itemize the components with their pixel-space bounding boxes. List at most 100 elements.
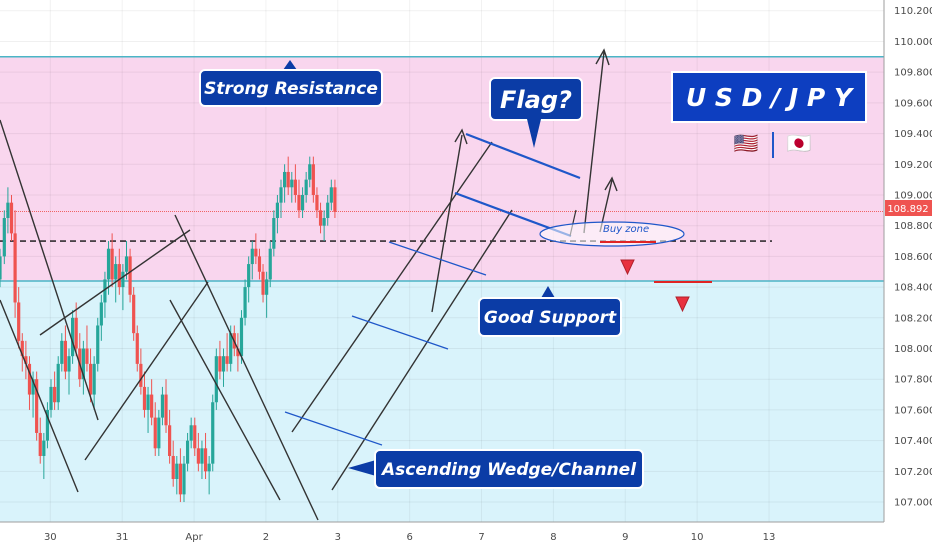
buy-zone-label: Buy zone: [603, 224, 649, 235]
price-tick-12: 107.800: [894, 375, 932, 386]
channel-upper: [291, 141, 493, 433]
price-tick-3: 109.600: [894, 98, 932, 109]
price-tick-13: 107.600: [894, 405, 932, 416]
price-tick-15: 107.200: [894, 467, 932, 478]
callout-strong-resistance: Strong Resistance: [199, 60, 383, 107]
candle-body-86: [308, 164, 312, 180]
candle-body-13: [45, 409, 50, 441]
price-tick-14: 107.400: [894, 436, 932, 447]
title-block: U S D / J P Y 🇺🇸 🇯🇵: [671, 71, 867, 158]
price-tick-5: 109.200: [894, 160, 932, 171]
flag-pole-a: [431, 134, 463, 313]
price-tick-6: 109.000: [894, 190, 932, 201]
candle-body-67: [239, 317, 244, 357]
candle-body-82: [293, 179, 297, 195]
candle-body-27: [96, 325, 100, 364]
callout-good-support: Good Support: [478, 286, 622, 337]
time-tick-6: 7: [478, 532, 484, 543]
candle-body-70: [250, 248, 254, 265]
price-tick-0: 110.200: [894, 6, 932, 17]
target-triangle-1: [620, 259, 635, 276]
trendline-bounce-1: [39, 229, 191, 336]
time-tick-8: 9: [622, 532, 628, 543]
candle-body-23: [81, 348, 85, 380]
price-tick-11: 108.000: [894, 344, 932, 355]
price-tick-16: 107.000: [894, 498, 932, 509]
time-tick-0: 30: [44, 532, 57, 543]
candle-body-4: [13, 233, 17, 303]
candles: [0, 156, 337, 503]
price-tick-4: 109.400: [894, 129, 932, 140]
candle-body-33: [117, 264, 121, 288]
candle-body-17: [60, 340, 64, 364]
candle-body-29: [103, 279, 107, 303]
trendline-left-down-1: [0, 119, 99, 421]
trendline-drop-1: [174, 214, 319, 521]
candle-body-59: [211, 402, 215, 464]
candle-body-26: [92, 363, 96, 395]
candle-body-51: [182, 463, 186, 495]
candle-body-79: [283, 171, 287, 188]
chart-title: U S D / J P Y: [686, 83, 855, 112]
candle-body-87: [311, 164, 315, 195]
candle-body-53: [189, 425, 193, 441]
time-axis: 30 31 Apr 2 3 6 7 8 9 10 13: [0, 521, 932, 550]
callout-strong-resistance-box: [199, 69, 383, 107]
callout-ascending-wedge-pointer: [348, 460, 376, 476]
buy-zone-ellipse: [539, 221, 685, 247]
time-axis-ticks: 30 31 Apr 2 3 6 7 8 9 10 13: [44, 532, 775, 543]
callout-ascending-wedge-box: [374, 449, 644, 489]
callout-good-support-pointer: [541, 286, 555, 298]
candle-body-18: [63, 340, 68, 372]
candle-body-74: [265, 279, 269, 295]
candle-body-19: [67, 356, 71, 372]
candle-body-76: [272, 218, 276, 249]
time-tick-9: 10: [691, 532, 704, 543]
candle-body-9: [31, 379, 35, 395]
candle-body-66: [236, 348, 240, 357]
candle-body-61: [218, 356, 222, 372]
last-price-tag-text: 108.892: [887, 204, 928, 215]
target-triangle-2: [675, 296, 690, 313]
candle-body-89: [318, 210, 323, 226]
drawings: [0, 48, 618, 521]
price-axis-background: [884, 0, 932, 550]
candle-body-46: [164, 394, 168, 426]
callout-ascending-wedge-text: Ascending Wedge/Channel: [380, 460, 637, 480]
candle-body-30: [106, 248, 111, 280]
candle-body-15: [53, 386, 57, 403]
callout-flag: Flag?: [489, 77, 583, 148]
price-axis-ticks: 110.200 110.000 109.800 109.600 109.400 109.2…: [894, 6, 932, 508]
candle-body-69: [247, 264, 251, 288]
candle-body-1: [2, 218, 6, 257]
candle-body-28: [99, 302, 103, 326]
candle-body-37: [132, 294, 136, 334]
candle-body-39: [139, 363, 143, 387]
candle-body-49: [175, 463, 179, 480]
candle-body-3: [9, 202, 14, 234]
candle-body-42: [150, 394, 154, 418]
callout-good-support-text: Good Support: [484, 308, 617, 328]
blue-line-2: [351, 315, 449, 350]
candle-body-58: [207, 463, 211, 472]
callout-flag-text: Flag?: [500, 86, 572, 114]
candle-body-45: [160, 394, 165, 418]
trendline-drop-2: [169, 299, 281, 501]
price-axis: 110.200 110.000 109.800 109.600 109.400 109.2…: [883, 0, 932, 550]
price-tick-9: 108.400: [894, 283, 932, 294]
last-price-tag: [885, 200, 932, 216]
candle-body-6: [20, 340, 24, 357]
candle-body-41: [146, 394, 150, 410]
candle-body-54: [193, 425, 197, 449]
candle-body-38: [135, 333, 139, 364]
candle-body-71: [254, 248, 258, 257]
flag-upper-line: [465, 132, 581, 180]
candle-body-63: [225, 356, 229, 364]
trendline-bounce-2: [84, 281, 209, 461]
candle-body-31: [110, 248, 114, 280]
callout-good-support-box: [478, 297, 622, 337]
candle-body-80: [286, 171, 290, 188]
projection-arrow-big: [583, 51, 605, 234]
candle-body-72: [257, 256, 262, 272]
candle-body-83: [297, 194, 301, 211]
